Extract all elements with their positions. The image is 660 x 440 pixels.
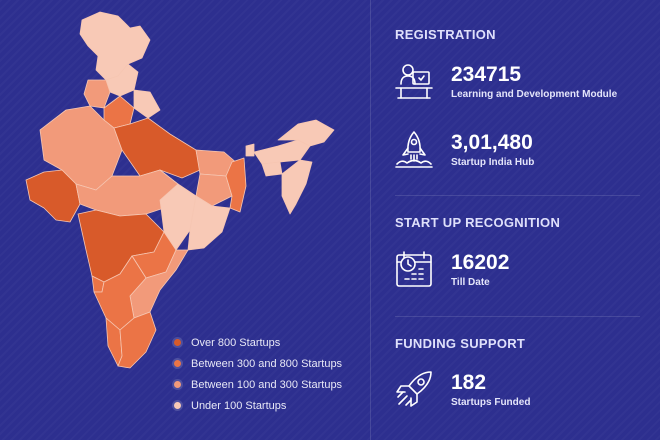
stat-text: 182 Startups Funded bbox=[451, 371, 530, 408]
map-legend: Over 800 Startups Between 300 and 800 St… bbox=[174, 332, 342, 416]
recognition-title: START UP RECOGNITION bbox=[395, 215, 561, 230]
region-punjab bbox=[83, 79, 111, 109]
stat-text: 234715 Learning and Development Module bbox=[451, 63, 617, 100]
rocket-icon bbox=[396, 371, 432, 407]
region-uttar-pradesh bbox=[113, 117, 201, 179]
section-divider bbox=[395, 195, 640, 196]
region-gujarat bbox=[25, 169, 81, 223]
legend-label: Over 800 Startups bbox=[191, 336, 281, 349]
stat-text: 3,01,480 Startup India Hub bbox=[451, 131, 534, 168]
legend-item: Between 300 and 800 Startups bbox=[174, 353, 342, 374]
legend-swatch-100-300 bbox=[174, 381, 181, 388]
region-rajasthan bbox=[39, 105, 123, 191]
stat-value: 16202 bbox=[451, 250, 510, 274]
legend-swatch-over-800 bbox=[174, 339, 181, 346]
region-northeast-south bbox=[281, 159, 313, 215]
funding-title: FUNDING SUPPORT bbox=[395, 336, 526, 351]
region-arunachal bbox=[277, 119, 335, 147]
legend-label: Under 100 Startups bbox=[191, 399, 287, 412]
region-jharkhand bbox=[195, 173, 233, 207]
section-divider bbox=[395, 316, 640, 317]
region-himachal bbox=[105, 63, 139, 97]
region-meghalaya bbox=[261, 161, 283, 177]
legend-swatch-under-100 bbox=[174, 402, 181, 409]
calendar-clock-icon bbox=[396, 251, 432, 287]
legend-item: Between 100 and 300 Startups bbox=[174, 374, 342, 395]
region-jammu-kashmir bbox=[79, 11, 151, 81]
stat-value: 182 bbox=[451, 370, 487, 394]
region-odisha bbox=[187, 195, 231, 251]
stat-funding: 182 Startups Funded bbox=[393, 368, 530, 410]
stat-label: Startup India Hub bbox=[451, 156, 535, 168]
india-startup-map: Over 800 Startups Between 300 and 800 St… bbox=[25, 11, 342, 416]
registration-title: REGISTRATION bbox=[395, 27, 496, 42]
region-tamil-nadu bbox=[117, 311, 157, 369]
region-sikkim bbox=[245, 143, 255, 157]
stat-learning-module: 234715 Learning and Development Module bbox=[393, 60, 617, 102]
stat-label: Startups Funded bbox=[451, 396, 531, 408]
india-map-svg bbox=[25, 11, 335, 369]
region-west-bengal bbox=[225, 157, 247, 213]
stat-recognition: 16202 Till Date bbox=[393, 248, 509, 290]
stat-text: 16202 Till Date bbox=[451, 251, 509, 288]
stats-panel: REGISTRATION 234715 Learning and Develop… bbox=[371, 0, 660, 440]
legend-item: Over 800 Startups bbox=[174, 332, 342, 353]
stat-label: Till Date bbox=[451, 276, 490, 288]
stat-value: 3,01,480 bbox=[451, 130, 533, 154]
rocket-launch-icon bbox=[395, 131, 433, 168]
legend-item: Under 100 Startups bbox=[174, 395, 342, 416]
stat-value: 234715 bbox=[451, 62, 522, 86]
legend-swatch-300-800 bbox=[174, 360, 181, 367]
learner-computer-icon bbox=[395, 64, 433, 99]
legend-label: Between 100 and 300 Startups bbox=[191, 378, 343, 391]
stat-label: Learning and Development Module bbox=[451, 88, 618, 100]
legend-label: Between 300 and 800 Startups bbox=[191, 357, 343, 370]
vertical-divider bbox=[370, 0, 371, 440]
stat-startup-hub: 3,01,480 Startup India Hub bbox=[393, 128, 534, 170]
region-uttarakhand bbox=[133, 89, 161, 119]
